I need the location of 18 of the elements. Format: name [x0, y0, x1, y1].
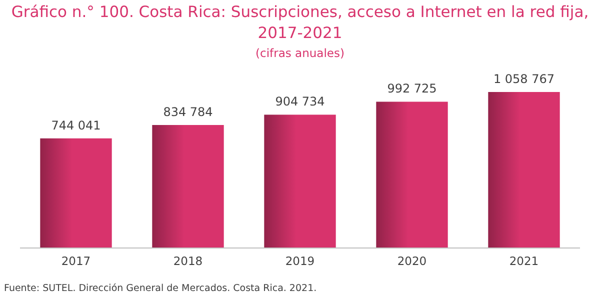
- x-tick-label: 2021: [509, 254, 539, 268]
- bar: [376, 102, 448, 248]
- data-label: 744 041: [51, 118, 101, 132]
- x-tick-label: 2018: [173, 254, 203, 268]
- data-label: 904 734: [275, 94, 325, 109]
- x-tick-label: 2020: [397, 254, 427, 268]
- source-note: Fuente: SUTEL. Dirección General de Mercados. Costa Rica. 2021.: [4, 283, 317, 294]
- bar: [264, 114, 336, 248]
- data-label: 1 058 767: [493, 72, 555, 86]
- chart-subtitle: (cifras anuales): [256, 46, 344, 60]
- x-tick-label: 2019: [285, 254, 315, 268]
- bar: [40, 138, 112, 248]
- data-label: 992 725: [387, 82, 437, 96]
- bar: [152, 125, 224, 248]
- bar: [488, 92, 560, 248]
- chart-title: Gráfico n.° 100. Costa Rica: Suscripciones, acceso a Internet en la red fija, 2017-2021: [11, 3, 589, 42]
- data-label: 834 784: [163, 105, 213, 119]
- x-tick-label: 2017: [61, 254, 91, 268]
